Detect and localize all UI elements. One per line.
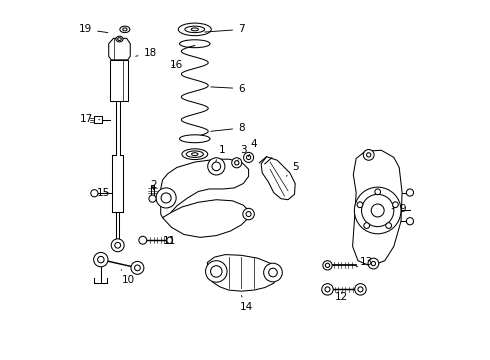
Text: 16: 16 [170, 60, 183, 70]
Text: 6: 6 [211, 84, 245, 94]
Circle shape [375, 189, 381, 195]
Circle shape [357, 202, 363, 208]
Circle shape [94, 252, 108, 267]
Circle shape [135, 265, 140, 271]
Circle shape [244, 152, 254, 162]
Circle shape [406, 189, 414, 196]
Circle shape [149, 195, 156, 202]
Ellipse shape [167, 237, 172, 243]
Circle shape [364, 149, 374, 160]
Ellipse shape [122, 28, 127, 31]
Ellipse shape [118, 38, 122, 41]
Circle shape [131, 261, 144, 274]
Circle shape [368, 258, 379, 269]
Polygon shape [151, 185, 154, 196]
Circle shape [91, 190, 98, 197]
Circle shape [161, 193, 171, 203]
Text: 17: 17 [80, 114, 100, 124]
Circle shape [392, 202, 398, 208]
Text: 14: 14 [240, 296, 253, 312]
Circle shape [139, 236, 147, 244]
Circle shape [322, 284, 333, 295]
Text: 13: 13 [356, 257, 373, 267]
Ellipse shape [116, 36, 123, 42]
Text: 5: 5 [287, 162, 298, 176]
Ellipse shape [182, 149, 208, 159]
Ellipse shape [186, 151, 203, 157]
Circle shape [111, 239, 124, 252]
Text: 4: 4 [248, 139, 257, 157]
Polygon shape [94, 116, 102, 123]
Text: 1: 1 [216, 144, 225, 161]
Polygon shape [109, 39, 130, 60]
Circle shape [208, 158, 225, 175]
Circle shape [246, 212, 251, 217]
Text: 18: 18 [136, 48, 157, 58]
Ellipse shape [185, 26, 205, 33]
Text: 19: 19 [79, 24, 108, 35]
Text: 12: 12 [335, 292, 348, 302]
Circle shape [212, 162, 220, 171]
Polygon shape [163, 200, 248, 237]
Ellipse shape [120, 26, 130, 33]
Circle shape [323, 261, 332, 270]
Polygon shape [161, 159, 248, 218]
Ellipse shape [179, 40, 210, 48]
Text: 15: 15 [97, 188, 110, 198]
Circle shape [98, 256, 104, 263]
Circle shape [211, 266, 222, 277]
Text: 7: 7 [205, 24, 245, 35]
Text: 2: 2 [150, 180, 157, 190]
Polygon shape [110, 60, 128, 101]
Circle shape [386, 223, 392, 229]
Circle shape [325, 263, 330, 267]
Text: 3: 3 [238, 144, 246, 160]
Circle shape [371, 261, 375, 266]
Circle shape [325, 287, 330, 292]
Circle shape [371, 204, 384, 217]
Circle shape [354, 187, 401, 234]
Circle shape [358, 287, 363, 292]
Circle shape [235, 161, 239, 165]
Polygon shape [207, 255, 278, 291]
Circle shape [406, 218, 414, 225]
Text: 9: 9 [392, 204, 406, 214]
Circle shape [364, 223, 369, 229]
Circle shape [367, 153, 371, 157]
Circle shape [232, 158, 242, 168]
Circle shape [243, 208, 254, 220]
Circle shape [362, 194, 394, 226]
Circle shape [246, 155, 251, 159]
Text: 11: 11 [157, 236, 176, 246]
Circle shape [205, 261, 227, 282]
Polygon shape [353, 150, 402, 266]
Circle shape [355, 284, 366, 295]
Ellipse shape [191, 28, 198, 31]
Text: 10: 10 [122, 270, 135, 285]
Text: 8: 8 [211, 123, 245, 133]
Ellipse shape [179, 135, 210, 143]
Circle shape [115, 242, 121, 248]
Ellipse shape [178, 23, 211, 36]
Circle shape [156, 188, 176, 208]
Ellipse shape [192, 153, 198, 156]
Circle shape [264, 263, 282, 282]
Polygon shape [261, 157, 295, 200]
Circle shape [269, 268, 277, 277]
